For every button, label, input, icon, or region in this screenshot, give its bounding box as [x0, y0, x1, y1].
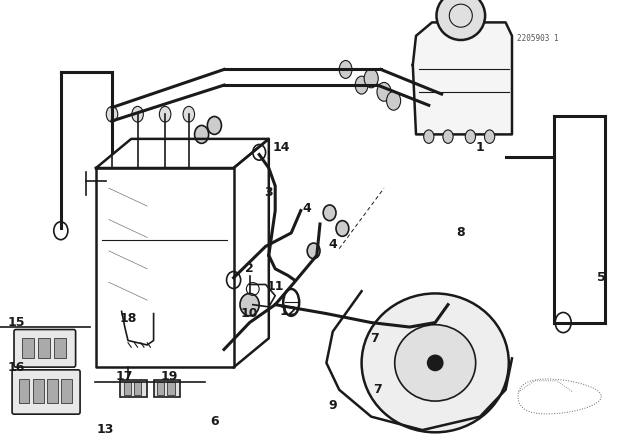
Bar: [157, 382, 164, 395]
Ellipse shape: [362, 293, 509, 432]
Bar: [134, 382, 141, 395]
Ellipse shape: [443, 130, 453, 143]
Text: 6: 6: [210, 414, 219, 428]
Ellipse shape: [484, 130, 495, 143]
Text: 17: 17: [116, 370, 134, 383]
Circle shape: [428, 355, 443, 370]
Text: 5: 5: [597, 271, 606, 284]
Ellipse shape: [183, 107, 195, 122]
Bar: [120, 380, 147, 397]
FancyBboxPatch shape: [12, 370, 80, 414]
Bar: [38, 338, 50, 358]
Bar: [124, 382, 131, 395]
FancyBboxPatch shape: [14, 330, 76, 367]
Text: 4: 4: [328, 237, 337, 251]
Text: 16: 16: [7, 361, 25, 374]
Ellipse shape: [195, 125, 209, 143]
Ellipse shape: [387, 91, 401, 110]
Ellipse shape: [207, 116, 221, 134]
Bar: [33, 379, 44, 403]
Ellipse shape: [159, 107, 171, 122]
Text: 7: 7: [370, 332, 379, 345]
Text: 11: 11: [266, 280, 284, 293]
Text: 15: 15: [7, 316, 25, 329]
Ellipse shape: [132, 107, 143, 122]
Text: 3: 3: [264, 186, 273, 199]
Bar: [19, 379, 29, 403]
Text: 18: 18: [119, 311, 137, 325]
Ellipse shape: [395, 325, 476, 401]
Text: 2205903 1: 2205903 1: [516, 34, 559, 43]
Ellipse shape: [323, 205, 336, 220]
Text: 13: 13: [97, 422, 115, 436]
Bar: [54, 338, 66, 358]
Ellipse shape: [377, 82, 391, 101]
Bar: [22, 338, 34, 358]
Bar: [47, 379, 58, 403]
Bar: [61, 379, 72, 403]
Ellipse shape: [307, 243, 320, 258]
Text: 10: 10: [241, 307, 259, 320]
Ellipse shape: [465, 130, 476, 143]
Circle shape: [436, 0, 485, 40]
Ellipse shape: [336, 220, 349, 237]
Bar: [167, 382, 175, 395]
Ellipse shape: [364, 69, 378, 88]
Text: 7: 7: [373, 383, 382, 396]
Text: 19: 19: [161, 370, 179, 383]
Polygon shape: [413, 22, 512, 134]
Ellipse shape: [424, 130, 434, 143]
Text: 1: 1: [476, 141, 484, 155]
Ellipse shape: [106, 107, 118, 122]
Ellipse shape: [355, 76, 368, 94]
Text: 12: 12: [279, 305, 297, 318]
Text: 2: 2: [245, 262, 254, 276]
Text: 4: 4: [303, 202, 312, 215]
Ellipse shape: [339, 60, 352, 78]
Bar: [154, 380, 180, 397]
Text: 8: 8: [456, 226, 465, 240]
Text: 9: 9: [328, 399, 337, 412]
Text: 14: 14: [273, 141, 291, 155]
Ellipse shape: [240, 293, 259, 316]
